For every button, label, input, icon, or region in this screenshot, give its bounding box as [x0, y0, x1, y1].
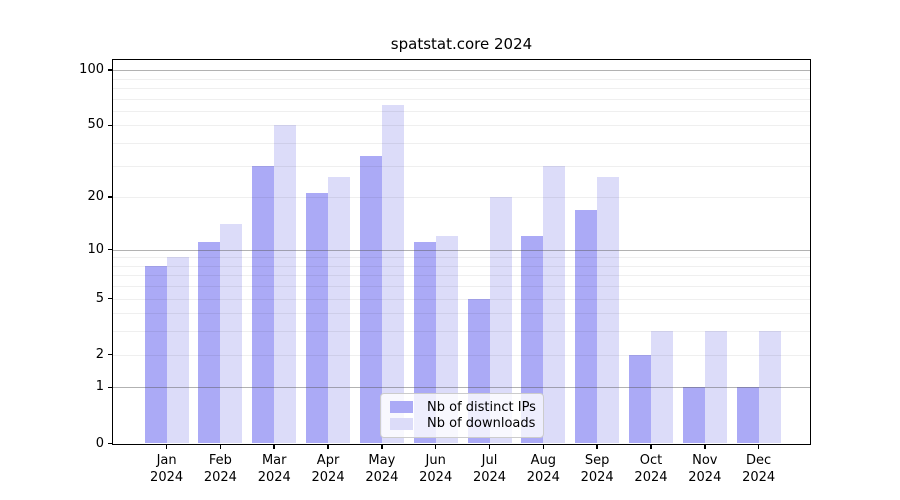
legend-label-distinct-ips: Nb of distinct IPs — [427, 399, 536, 415]
x-tick — [757, 444, 760, 449]
bar-distinct-ips — [521, 235, 544, 444]
bar-downloads — [435, 235, 458, 444]
bar-distinct-ips — [144, 265, 167, 444]
minor-gridline — [113, 125, 810, 127]
bar-downloads — [758, 331, 781, 444]
y-tick-label: 20 — [87, 189, 104, 205]
x-tick-label: Dec 2024 — [742, 453, 776, 485]
y-tick-label: 5 — [95, 290, 104, 306]
major-gridline — [113, 70, 810, 72]
minor-gridline — [113, 298, 810, 300]
minor-gridline — [113, 275, 810, 277]
y-tick — [108, 297, 113, 300]
y-tick — [108, 442, 113, 445]
x-tick — [273, 444, 276, 449]
minor-gridline — [113, 143, 810, 145]
minor-gridline — [113, 265, 810, 267]
legend-label-downloads: Nb of downloads — [427, 416, 536, 432]
y-tick-label: 2 — [95, 346, 104, 362]
x-tick-label: Jan 2024 — [150, 453, 184, 485]
x-tick-label: Jun 2024 — [419, 453, 453, 485]
x-tick — [488, 444, 491, 449]
x-tick-label: May 2024 — [365, 453, 399, 485]
bar-distinct-ips — [198, 242, 221, 444]
minor-gridline — [113, 257, 810, 259]
minor-gridline — [113, 110, 810, 112]
x-tick-label: Apr 2024 — [311, 453, 345, 485]
bar-distinct-ips — [252, 165, 275, 444]
x-tick — [219, 444, 222, 449]
y-tick — [108, 353, 113, 356]
bar-downloads — [597, 176, 620, 444]
y-tick-label: 0 — [95, 435, 104, 451]
x-tick-label: Nov 2024 — [688, 453, 722, 485]
y-tick-label: 100 — [79, 62, 104, 78]
legend-row-distinct-ips: Nb of distinct IPs — [390, 399, 536, 416]
bar-distinct-ips — [682, 387, 705, 444]
bar-distinct-ips — [306, 193, 329, 444]
major-gridline — [113, 249, 810, 251]
x-tick-label: Oct 2024 — [634, 453, 668, 485]
bar-downloads — [274, 125, 297, 444]
x-tick — [596, 444, 598, 449]
bar-distinct-ips — [359, 155, 382, 444]
chart-title: spatstat.core 2024 — [390, 35, 533, 53]
minor-gridline — [113, 313, 810, 315]
bar-distinct-ips — [628, 354, 651, 444]
legend: Nb of distinct IPs Nb of downloads — [380, 393, 544, 438]
bar-downloads — [220, 224, 243, 444]
major-gridline — [113, 387, 810, 389]
minor-gridline — [113, 331, 810, 333]
bar-downloads — [543, 165, 566, 444]
x-tick — [704, 444, 706, 449]
x-tick-label: Jul 2024 — [472, 453, 507, 485]
bar-downloads — [704, 331, 727, 444]
minor-gridline — [113, 87, 810, 89]
bar-downloads — [328, 176, 351, 444]
legend-swatch-distinct-ips — [390, 401, 413, 414]
minor-gridline — [113, 78, 810, 80]
minor-gridline — [113, 98, 810, 100]
x-tick — [327, 444, 329, 449]
bar-downloads — [650, 331, 673, 444]
minor-gridline — [113, 354, 810, 356]
y-tick-label: 1 — [95, 379, 104, 395]
y-tick — [108, 386, 113, 389]
x-tick — [542, 444, 545, 449]
minor-gridline — [113, 286, 810, 288]
bar-downloads — [166, 257, 189, 444]
bar-distinct-ips — [575, 209, 598, 444]
x-tick — [650, 444, 652, 449]
x-tick — [165, 444, 168, 449]
x-tick-label: Feb 2024 — [203, 453, 237, 485]
y-tick — [108, 124, 113, 127]
legend-swatch-downloads — [390, 417, 413, 430]
y-tick — [108, 196, 113, 198]
minor-gridline — [113, 165, 810, 167]
x-tick — [434, 444, 437, 449]
minor-gridline — [113, 197, 810, 199]
x-tick-label: Sep 2024 — [580, 453, 614, 485]
legend-row-downloads: Nb of downloads — [390, 416, 536, 433]
bar-downloads — [489, 197, 512, 444]
x-tick-label: Mar 2024 — [257, 453, 291, 485]
x-tick-label: Aug 2024 — [526, 453, 560, 485]
y-tick-label: 10 — [87, 241, 104, 257]
y-tick — [108, 69, 113, 71]
x-tick — [381, 444, 383, 449]
bar-distinct-ips — [736, 387, 759, 444]
bar-downloads — [381, 104, 404, 444]
y-tick-label: 50 — [87, 117, 104, 133]
y-tick — [108, 248, 113, 251]
